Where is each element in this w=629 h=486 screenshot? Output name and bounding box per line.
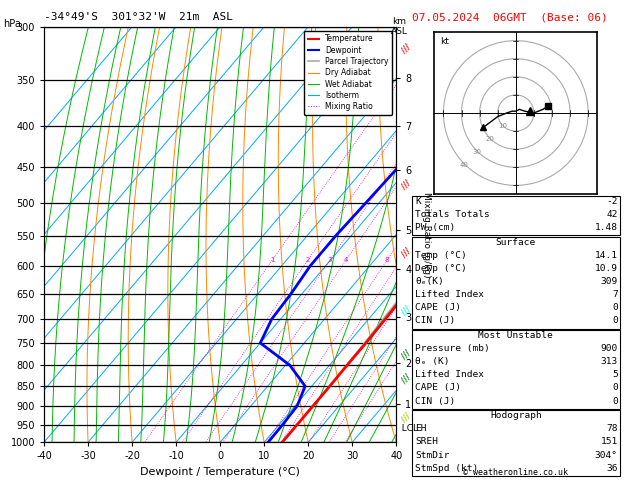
Text: 14.1: 14.1 <box>594 251 618 260</box>
Y-axis label: Mixing Ratio (g/kg): Mixing Ratio (g/kg) <box>422 191 431 278</box>
Text: CIN (J): CIN (J) <box>415 397 455 406</box>
Text: ///: /// <box>399 373 412 385</box>
Text: 8: 8 <box>385 257 389 263</box>
Text: CAPE (J): CAPE (J) <box>415 383 461 393</box>
Text: 309: 309 <box>601 277 618 286</box>
Text: 20: 20 <box>486 136 494 142</box>
Text: 40: 40 <box>459 162 468 168</box>
Text: 7: 7 <box>612 290 618 299</box>
Text: 2: 2 <box>306 257 310 263</box>
Text: -34°49'S  301°32'W  21m  ASL: -34°49'S 301°32'W 21m ASL <box>44 12 233 22</box>
Text: StmDir: StmDir <box>415 451 450 460</box>
Text: Most Unstable: Most Unstable <box>479 331 553 340</box>
Text: 0: 0 <box>612 316 618 326</box>
Text: ///: /// <box>399 412 412 424</box>
Text: SREH: SREH <box>415 437 438 447</box>
Text: ///: /// <box>399 305 412 317</box>
Text: EH: EH <box>415 424 426 434</box>
Text: 10.9: 10.9 <box>594 264 618 273</box>
Text: Dewp (°C): Dewp (°C) <box>415 264 467 273</box>
Text: Totals Totals: Totals Totals <box>415 210 490 219</box>
Text: Surface: Surface <box>496 238 536 247</box>
Text: ///: /// <box>399 348 412 361</box>
Text: ///: /// <box>399 42 412 55</box>
Text: 313: 313 <box>601 357 618 366</box>
Text: StmSpd (kt): StmSpd (kt) <box>415 464 479 473</box>
Text: K: K <box>415 197 421 206</box>
Text: 07.05.2024  06GMT  (Base: 06): 07.05.2024 06GMT (Base: 06) <box>412 12 608 22</box>
Text: 0: 0 <box>612 397 618 406</box>
Text: 10: 10 <box>498 123 507 129</box>
Text: 0: 0 <box>612 303 618 312</box>
Text: Hodograph: Hodograph <box>490 411 542 420</box>
Text: CIN (J): CIN (J) <box>415 316 455 326</box>
Text: Lifted Index: Lifted Index <box>415 290 484 299</box>
Text: 4: 4 <box>344 257 348 263</box>
Text: 5: 5 <box>612 370 618 380</box>
Text: 304°: 304° <box>594 451 618 460</box>
Text: © weatheronline.co.uk: © weatheronline.co.uk <box>464 468 568 477</box>
Text: 1.48: 1.48 <box>594 223 618 232</box>
Text: 151: 151 <box>601 437 618 447</box>
Text: kt: kt <box>440 37 448 46</box>
Text: ///: /// <box>399 178 412 191</box>
Text: CAPE (J): CAPE (J) <box>415 303 461 312</box>
Text: 3: 3 <box>328 257 332 263</box>
Text: -2: -2 <box>606 197 618 206</box>
Text: θₑ (K): θₑ (K) <box>415 357 450 366</box>
Text: 78: 78 <box>606 424 618 434</box>
Text: Lifted Index: Lifted Index <box>415 370 484 380</box>
X-axis label: Dewpoint / Temperature (°C): Dewpoint / Temperature (°C) <box>140 467 300 477</box>
Text: θₑ(K): θₑ(K) <box>415 277 444 286</box>
Text: Temp (°C): Temp (°C) <box>415 251 467 260</box>
Text: 1: 1 <box>270 257 274 263</box>
Text: 42: 42 <box>606 210 618 219</box>
Text: 900: 900 <box>601 344 618 353</box>
Text: 30: 30 <box>472 149 481 155</box>
Legend: Temperature, Dewpoint, Parcel Trajectory, Dry Adiabat, Wet Adiabat, Isotherm, Mi: Temperature, Dewpoint, Parcel Trajectory… <box>304 31 392 115</box>
Text: PW (cm): PW (cm) <box>415 223 455 232</box>
Text: hPa: hPa <box>3 19 21 30</box>
Text: ///: /// <box>399 246 412 259</box>
Text: LCL: LCL <box>396 424 418 433</box>
Text: km
ASL: km ASL <box>391 17 408 35</box>
Text: 0: 0 <box>612 383 618 393</box>
Text: Pressure (mb): Pressure (mb) <box>415 344 490 353</box>
Text: 36: 36 <box>606 464 618 473</box>
